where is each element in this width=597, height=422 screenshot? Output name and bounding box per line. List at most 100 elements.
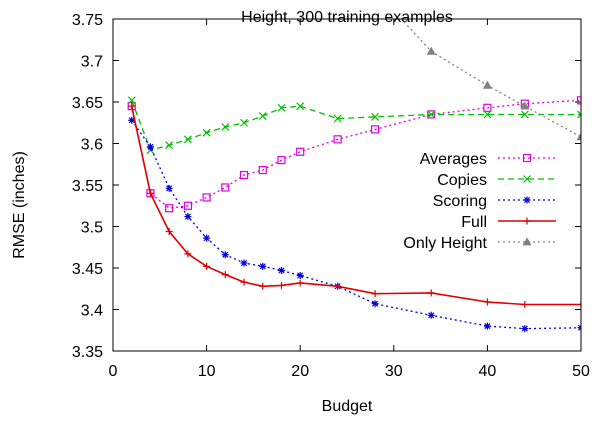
series-only-height (400, 19, 581, 141)
data-point-scoring (371, 300, 379, 308)
data-point-copies (240, 118, 248, 127)
data-point-scoring (146, 143, 154, 151)
y-tick-label: 3.35 (72, 344, 103, 361)
data-point-full (146, 189, 154, 197)
data-point-scoring (165, 184, 173, 192)
chart-title: Height, 300 training examples (241, 9, 453, 26)
legend-marker-full (523, 217, 531, 225)
series-full (128, 102, 581, 309)
data-point-full (240, 278, 248, 286)
data-point-copies (520, 110, 529, 119)
legend-background (368, 144, 570, 250)
data-point-scoring (203, 234, 211, 242)
data-point-averages (427, 110, 436, 119)
data-point-full (221, 271, 229, 279)
data-point-full (184, 250, 192, 258)
data-point-only-height (576, 132, 581, 141)
legend-marker-averages (522, 153, 532, 163)
series-layer (127, 19, 581, 333)
data-point-only-height (520, 101, 530, 110)
data-point-copies (221, 122, 230, 131)
data-point-full (203, 262, 211, 270)
legend-label-scoring: Scoring (433, 193, 487, 210)
axis-ticks: 0 10 20 30 40 50 3.35 3.4 3.45 3.5 3.55 3.6 3.65 3.7 3… (72, 12, 590, 380)
legend-label-full: Full (461, 214, 487, 231)
legend-marker-copies (523, 175, 531, 183)
plot-frame (112, 18, 582, 352)
y-tick-label: 3.4 (81, 303, 103, 320)
y-tick-label: 3.7 (81, 54, 103, 71)
data-point-averages (333, 135, 342, 144)
y-axis-label: RMSE (inches) (11, 151, 28, 259)
data-point-averages (296, 147, 305, 156)
data-point-copies (127, 96, 136, 105)
data-point-averages (277, 156, 286, 165)
legend-marker-scoring (523, 196, 531, 204)
data-point-averages (239, 170, 249, 180)
series-scoring (128, 116, 581, 333)
legend-label-only-height: Only Height (403, 235, 487, 252)
y-tick-label: 3.65 (72, 95, 103, 112)
y-tick-label: 3.55 (72, 178, 103, 195)
data-point-averages (576, 96, 581, 105)
y-tick-label: 3.45 (72, 261, 103, 278)
data-point-averages (370, 125, 380, 134)
data-point-full (334, 282, 342, 290)
data-point-only-height (426, 46, 436, 55)
data-point-copies (202, 128, 211, 137)
data-point-scoring (296, 271, 304, 279)
legend-marker-only-height (522, 237, 532, 246)
y-tick-label: 3.6 (81, 137, 103, 154)
series-line-copies (131, 100, 581, 151)
data-point-full (128, 102, 136, 110)
x-tick-label: 50 (572, 363, 590, 380)
data-point-copies (277, 103, 286, 112)
x-tick-label: 10 (198, 363, 216, 380)
x-tick-label: 0 (109, 363, 118, 380)
data-point-copies (427, 110, 436, 119)
data-point-copies (371, 113, 380, 121)
series-line-only-height (400, 19, 581, 138)
data-point-scoring (259, 262, 267, 270)
data-point-scoring (277, 266, 285, 274)
y-tick-label: 3.5 (81, 220, 103, 237)
data-point-full (259, 282, 267, 290)
data-point-averages (202, 193, 211, 202)
data-point-copies (183, 135, 192, 144)
data-point-scoring (427, 311, 435, 319)
legend-label-copies: Copies (437, 172, 487, 189)
data-point-scoring (184, 213, 192, 221)
x-tick-label: 30 (385, 363, 403, 380)
x-tick-label: 20 (291, 363, 309, 380)
data-point-averages (183, 201, 192, 210)
series-line-averages (131, 99, 581, 209)
data-point-full (371, 290, 379, 298)
data-point-averages (221, 183, 230, 192)
legend-label-averages: Averages (420, 151, 487, 168)
data-point-copies (333, 114, 342, 123)
data-point-copies (483, 110, 492, 119)
data-point-full (521, 301, 529, 309)
data-point-scoring (483, 322, 491, 330)
data-point-copies (165, 141, 174, 150)
data-point-copies (258, 112, 267, 121)
data-point-averages (483, 103, 492, 112)
series-copies (127, 96, 581, 155)
data-point-only-height (482, 80, 492, 89)
data-point-scoring (521, 325, 529, 333)
data-point-full (483, 298, 491, 306)
data-point-averages (258, 165, 267, 175)
data-point-averages (165, 204, 174, 213)
data-point-scoring (240, 259, 248, 267)
data-point-full (577, 301, 581, 309)
legend: Averages Copies Scoring Full Only Height (368, 144, 570, 252)
data-point-full (296, 279, 304, 287)
data-point-copies (577, 110, 581, 119)
data-point-full (277, 281, 285, 289)
series-line-full (130, 106, 581, 306)
data-point-full (427, 289, 435, 297)
data-point-copies (296, 102, 305, 111)
data-point-scoring (128, 116, 136, 124)
